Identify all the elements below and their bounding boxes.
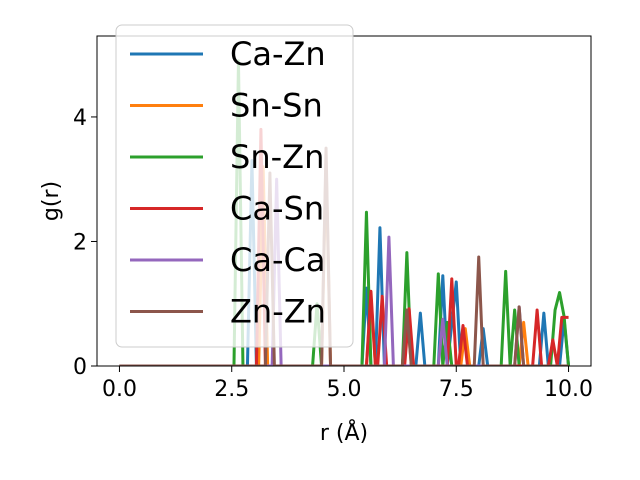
y-tick-label: 4 bbox=[73, 106, 87, 131]
legend-label-ca-zn: Ca-Zn bbox=[230, 35, 326, 73]
legend-label-sn-zn: Sn-Zn bbox=[230, 138, 324, 176]
series-line-ca-sn bbox=[119, 127, 569, 366]
y-tick-label: 0 bbox=[73, 355, 87, 380]
y-axis-label: g(r) bbox=[39, 181, 64, 221]
x-tick-label: 10.0 bbox=[544, 377, 593, 402]
x-tick-label: 5.0 bbox=[327, 377, 362, 402]
legend-label-sn-sn: Sn-Sn bbox=[230, 87, 323, 125]
legend-label-zn-zn: Zn-Zn bbox=[230, 293, 326, 331]
axes-layer: 0.0 2.5 5.0 7.5 10.0 0 2 4 bbox=[73, 106, 593, 402]
legend-label-ca-sn: Ca-Sn bbox=[230, 190, 324, 228]
x-tick-label: 7.5 bbox=[439, 377, 474, 402]
legend-label-ca-ca: Ca-Ca bbox=[230, 241, 325, 279]
x-axis-label: r (Å) bbox=[320, 419, 368, 446]
x-tick-label: 2.5 bbox=[214, 377, 249, 402]
y-tick-label: 2 bbox=[73, 230, 87, 255]
legend: Ca-Zn Sn-Sn Sn-Zn Ca-Sn Ca-Ca Zn-Zn bbox=[115, 24, 354, 348]
x-tick-label: 0.0 bbox=[102, 377, 137, 402]
